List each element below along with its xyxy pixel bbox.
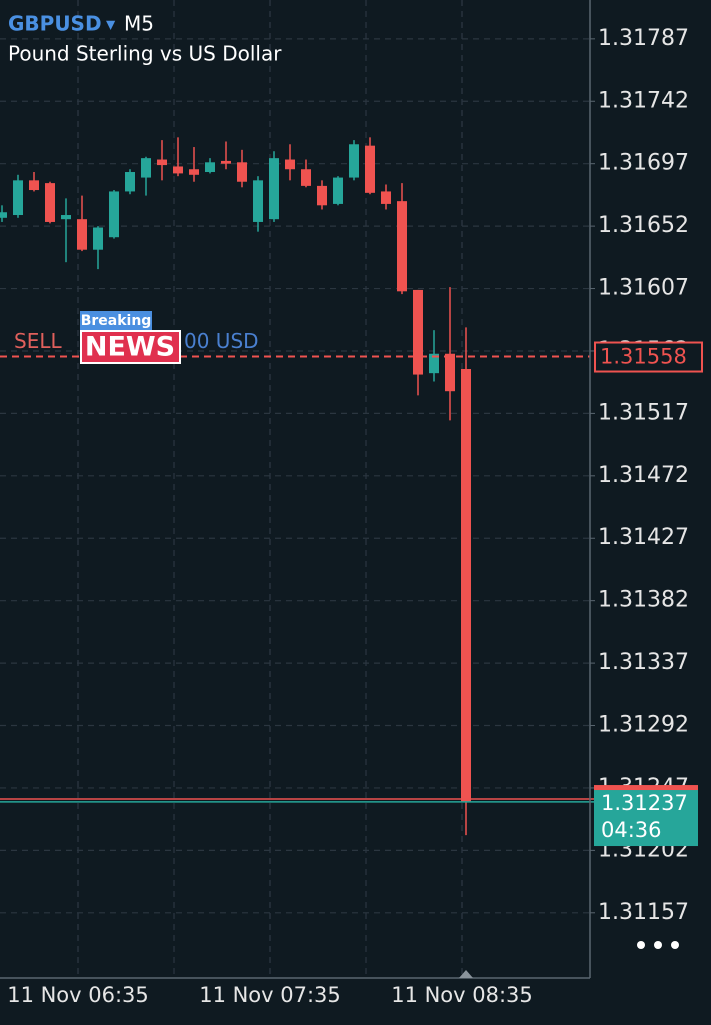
menu-dot	[637, 941, 645, 949]
candle-body	[253, 180, 263, 222]
y-tick-label: 1.31427	[598, 525, 689, 550]
sticker-top-box	[80, 311, 152, 330]
x-tick-label: 11 Nov 06:35	[7, 983, 149, 1007]
candle-body	[301, 169, 311, 186]
overlay: SELL 00 USD 1.31558 1.31237 04:36 Breaking NEW…	[0, 311, 703, 847]
candle-body	[445, 353, 455, 392]
candle-body	[109, 191, 119, 238]
bid-price-box	[594, 790, 698, 847]
candle-body	[45, 183, 55, 222]
candle-body	[333, 177, 343, 204]
candle-body	[429, 353, 439, 374]
candle-body	[141, 158, 151, 178]
candle-body	[61, 215, 71, 220]
y-tick-label: 1.31382	[598, 588, 689, 613]
ask-price-box	[594, 785, 698, 792]
y-tick-label: 1.31787	[598, 26, 689, 51]
candle-body	[77, 219, 87, 250]
candle-body	[413, 289, 423, 375]
y-tick-label: 1.31157	[598, 900, 689, 925]
candle-body	[381, 191, 391, 204]
order-label: SELL	[14, 329, 62, 353]
candle-body	[173, 166, 183, 174]
candle-body	[365, 145, 375, 193]
y-tick-label: 1.31607	[598, 276, 689, 301]
menu-dot	[654, 941, 662, 949]
y-tick-label: 1.31292	[598, 713, 689, 738]
candle-body	[397, 201, 407, 292]
sticker-top: Breaking	[81, 313, 152, 329]
chart-title: Pound Sterling vs US Dollar	[8, 42, 282, 66]
y-tick-label: 1.31697	[598, 151, 689, 176]
symbol-dropdown-arrow[interactable]: ▼	[106, 18, 116, 32]
candle-body	[93, 227, 103, 250]
candle-body	[349, 144, 359, 178]
menu-dot	[671, 941, 679, 949]
bid-price-label: 1.31237	[601, 791, 688, 815]
candle-body	[125, 172, 135, 192]
candle-body	[221, 160, 231, 164]
y-tick-label: 1.31652	[598, 213, 689, 238]
scroll-marker[interactable]	[459, 970, 473, 978]
candle-body	[461, 369, 471, 802]
candle-body	[0, 212, 7, 218]
candle-body	[237, 162, 247, 182]
y-tick-label: 1.31472	[598, 463, 689, 488]
candle-body	[157, 159, 167, 166]
timeframe[interactable]: M5	[124, 12, 154, 36]
candle-body	[13, 180, 23, 216]
symbol[interactable]: GBPUSD	[8, 12, 102, 36]
sticker-main-box	[80, 330, 181, 364]
candle-body	[317, 185, 327, 206]
order-price-label: 1.31558	[600, 345, 687, 369]
candles	[0, 137, 471, 836]
x-tick-label: 11 Nov 07:35	[199, 983, 341, 1007]
candle-body	[285, 159, 295, 170]
candle-body	[189, 169, 199, 175]
y-tick-label: 1.31517	[598, 400, 689, 425]
order-volume: 00 USD	[184, 329, 259, 353]
candle-body	[269, 158, 279, 220]
more-menu[interactable]	[637, 941, 679, 949]
bar-timer: 04:36	[601, 818, 662, 842]
candle-body	[205, 162, 215, 173]
grid: 1.31787 1.31742 1.31697 1.31652 1.31607 1.315…	[0, 0, 689, 1007]
order-price-box	[594, 341, 703, 373]
candle-body	[29, 180, 39, 191]
y-tick-label: 1.31337	[598, 650, 689, 675]
sticker-main: NEWS	[85, 332, 175, 363]
x-tick-label: 11 Nov 08:35	[391, 983, 533, 1007]
y-tick-label: 1.31742	[598, 88, 689, 113]
